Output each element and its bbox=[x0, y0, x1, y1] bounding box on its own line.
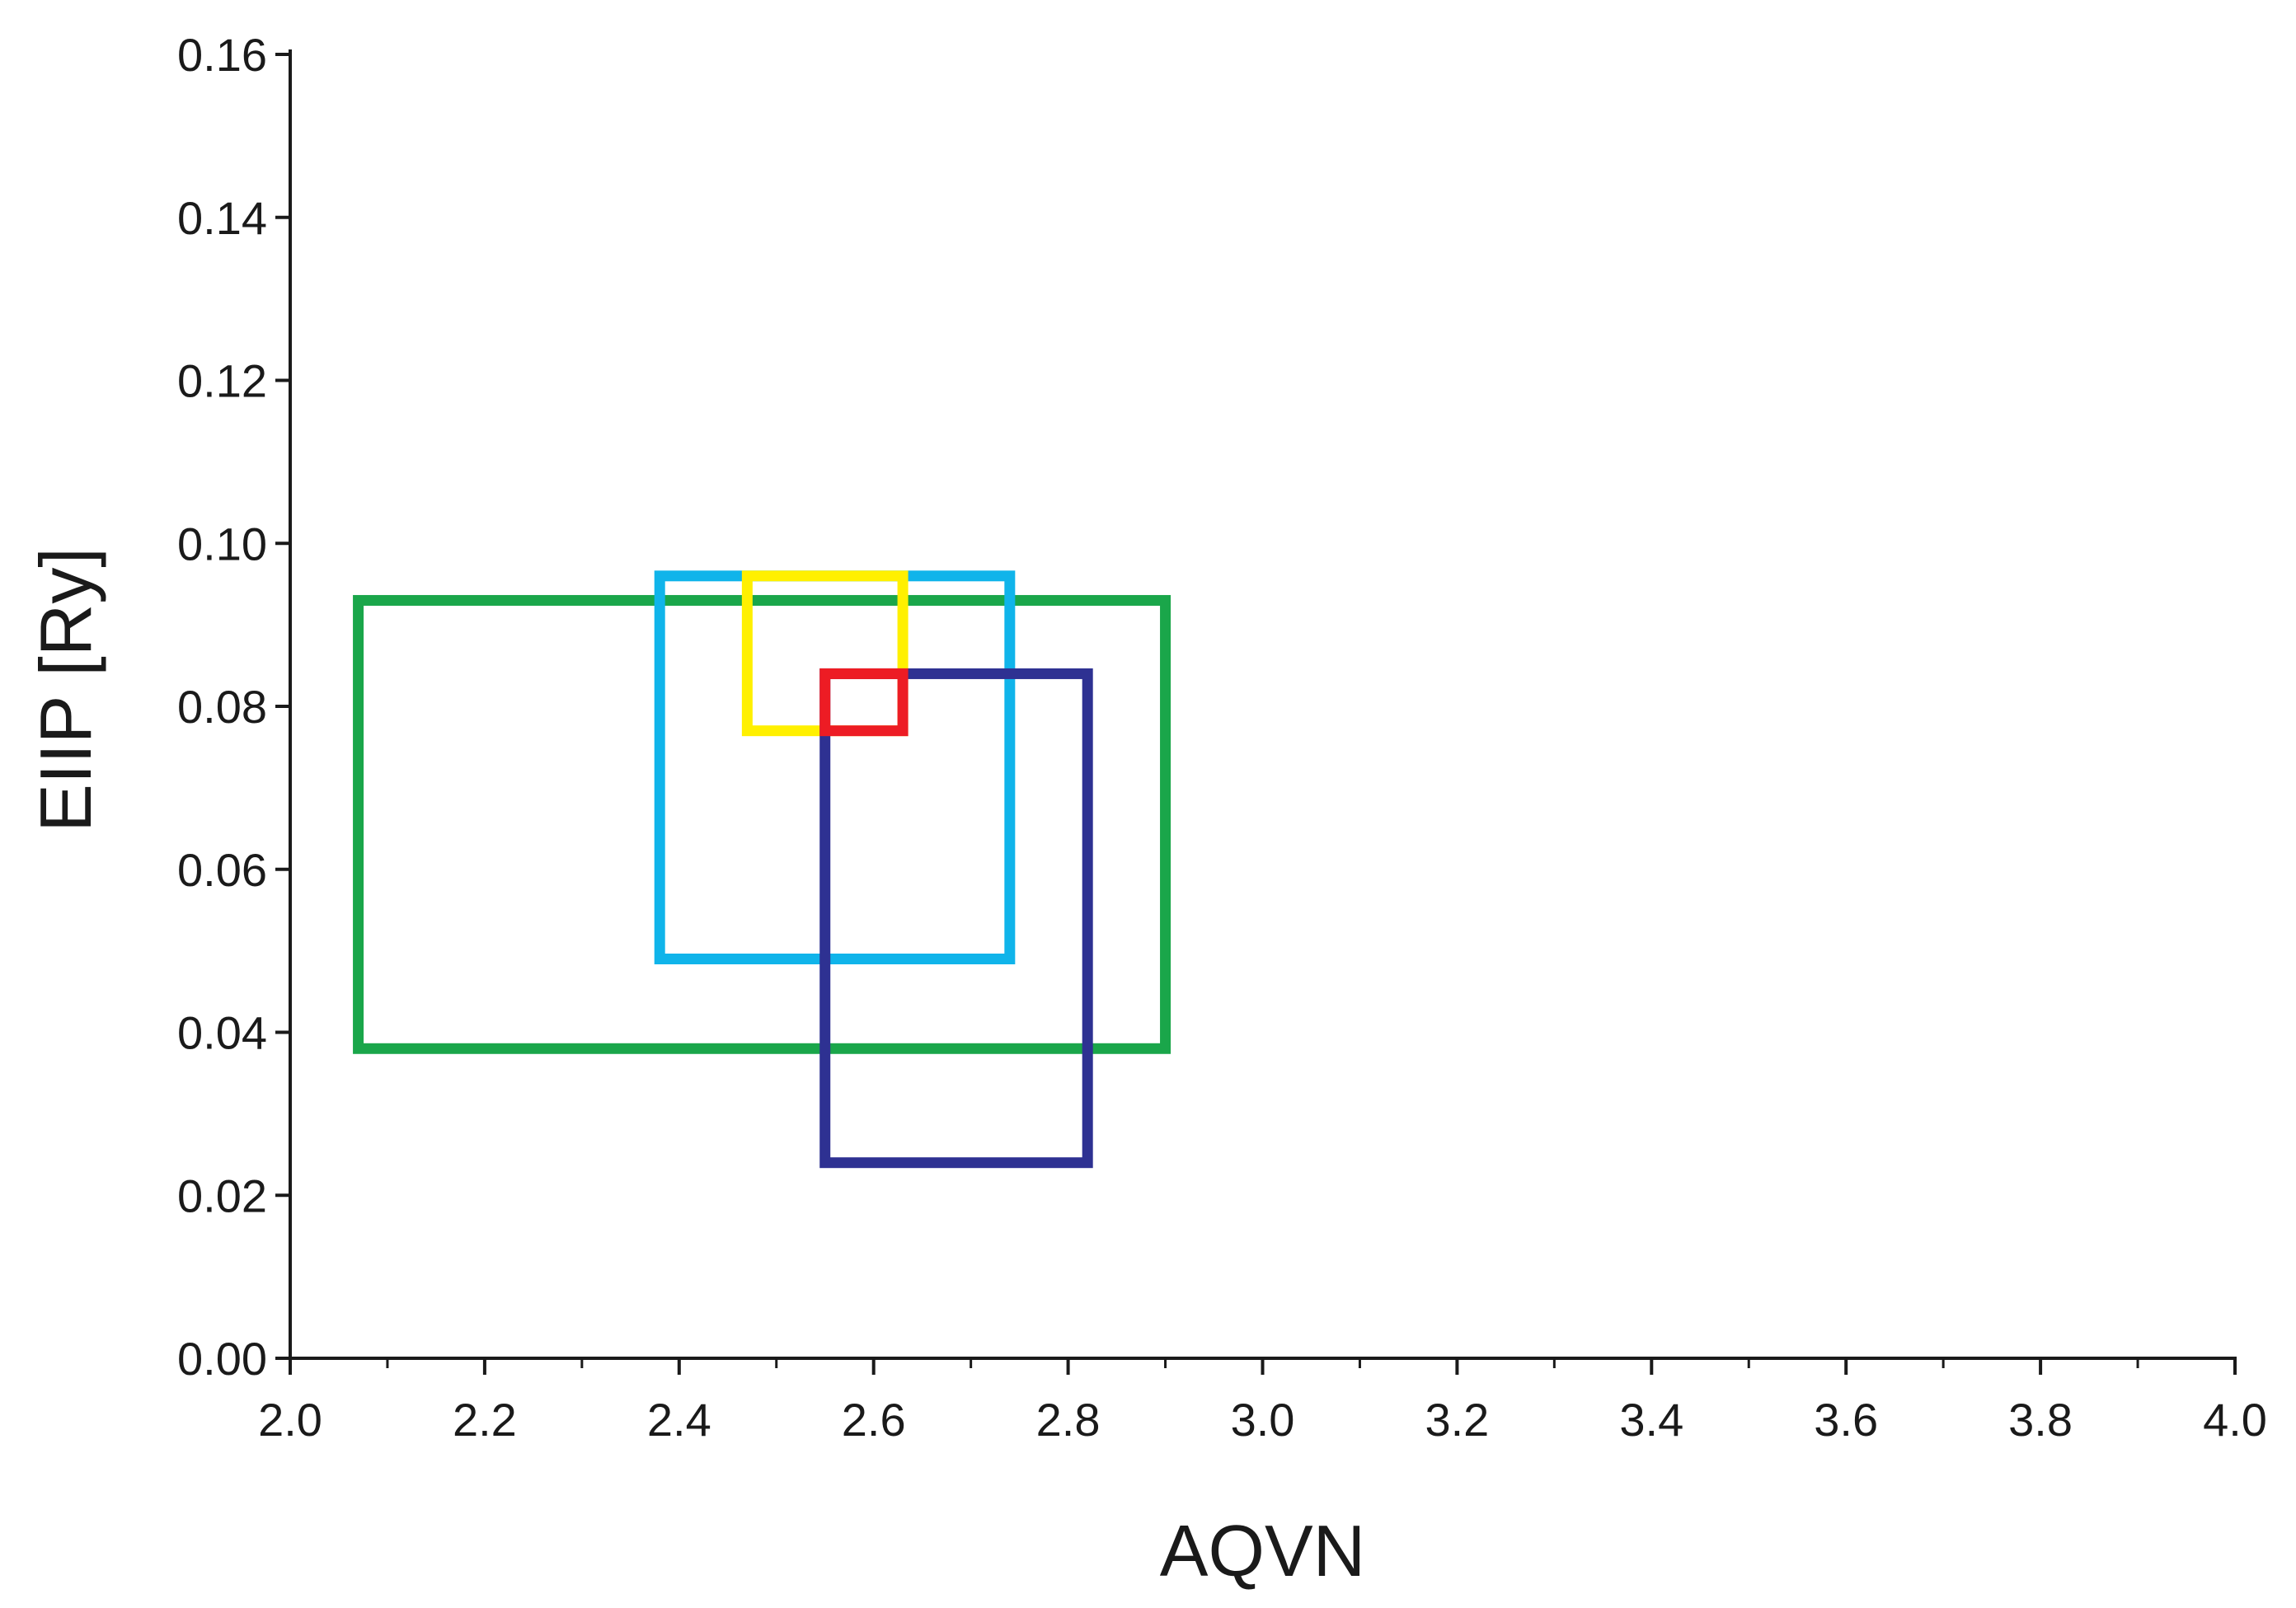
y-tick-label: 0.16 bbox=[177, 29, 267, 81]
regions-layer bbox=[353, 570, 1171, 1169]
x-tick-label: 2.6 bbox=[842, 1394, 906, 1446]
x-tick-label: 2.0 bbox=[258, 1394, 322, 1446]
y-tick-label: 0.00 bbox=[177, 1333, 267, 1385]
x-axis-title: AQVN bbox=[1160, 1510, 1365, 1592]
x-tick-label: 3.6 bbox=[1814, 1394, 1878, 1446]
y-axis-title: EIIP [Ry] bbox=[25, 547, 106, 832]
labels-layer: AQVN EIIP [Ry] bbox=[25, 547, 1365, 1592]
region-red bbox=[819, 668, 909, 737]
y-tick-label: 0.04 bbox=[177, 1007, 267, 1059]
y-tick-label: 0.12 bbox=[177, 355, 267, 407]
region-navy bbox=[819, 668, 1093, 1169]
x-tick-label: 3.0 bbox=[1231, 1394, 1295, 1446]
y-tick-label: 0.06 bbox=[177, 844, 267, 896]
y-tick-label: 0.10 bbox=[177, 518, 267, 570]
x-tick-label: 3.8 bbox=[2008, 1394, 2073, 1446]
x-tick-label: 2.4 bbox=[647, 1394, 711, 1446]
axes-layer: 2.0 2.2 2.4 2.6 2.8 3.0 3.2 3.4 3.6 3.8 4.0 0.00 0.0… bbox=[177, 29, 2267, 1446]
y-tick-label: 0.08 bbox=[177, 681, 267, 733]
x-tick-label: 2.8 bbox=[1036, 1394, 1101, 1446]
x-tick-label: 4.0 bbox=[2203, 1394, 2267, 1446]
y-tick-label: 0.14 bbox=[177, 192, 267, 244]
x-tick-label: 2.2 bbox=[453, 1394, 517, 1446]
x-tick-label: 3.4 bbox=[1619, 1394, 1683, 1446]
x-tick-label: 3.2 bbox=[1425, 1394, 1489, 1446]
region-light-blue bbox=[654, 570, 1016, 965]
y-tick-label: 0.02 bbox=[177, 1170, 267, 1221]
region-green bbox=[353, 594, 1171, 1054]
